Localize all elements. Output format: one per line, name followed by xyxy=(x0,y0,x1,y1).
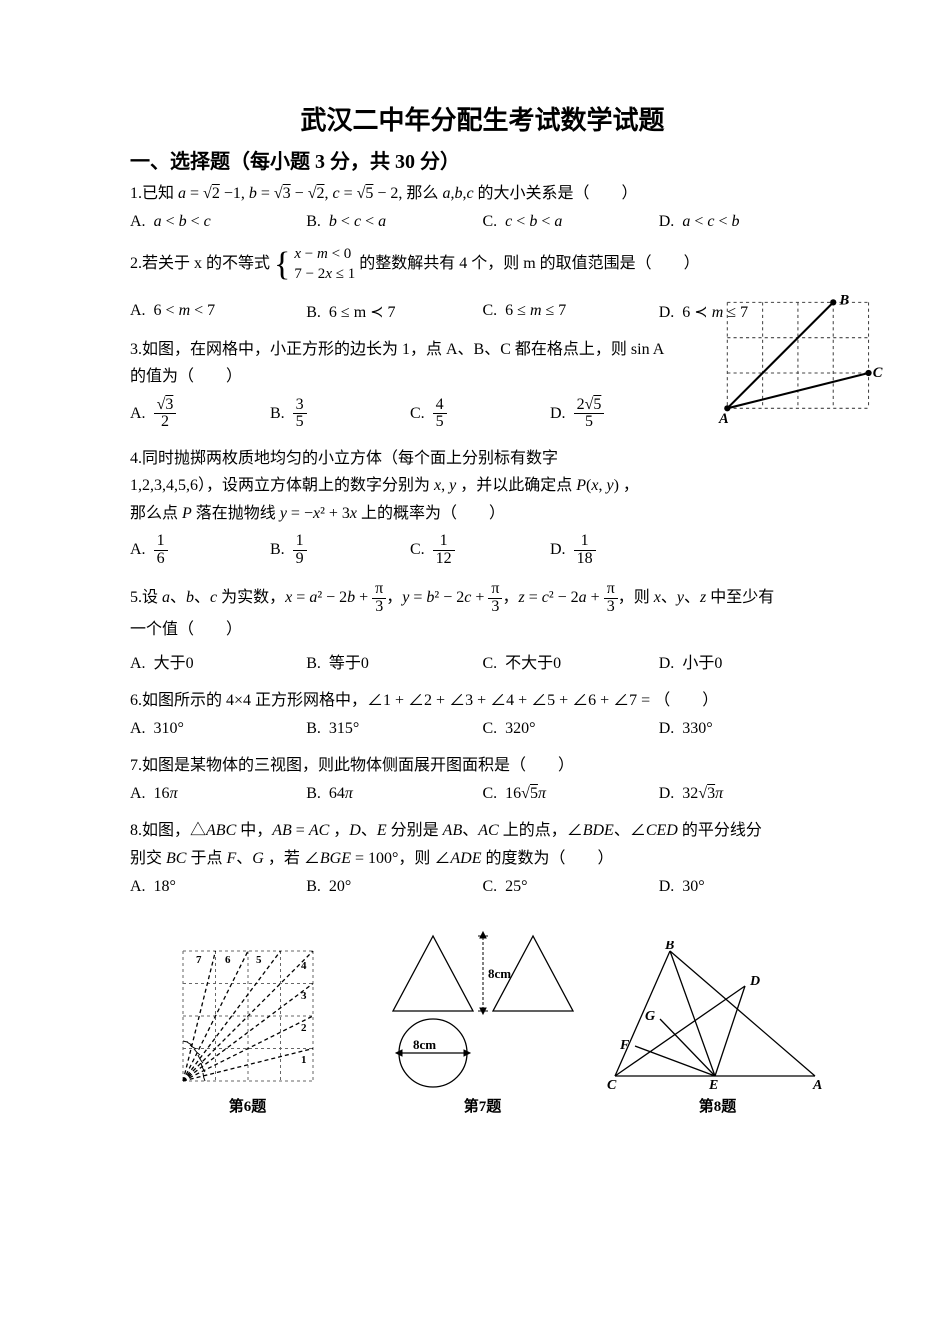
svg-text:6: 6 xyxy=(225,954,231,966)
svg-text:A: A xyxy=(812,1078,822,1091)
q7-opt-b: B. 64π xyxy=(306,785,482,803)
fig8-label: 第8题 xyxy=(600,1095,835,1116)
svg-text:7: 7 xyxy=(196,954,202,966)
fig6-label: 第6题 xyxy=(130,1095,365,1116)
q1-opt-b: B. b < c < a xyxy=(306,213,482,231)
q5-options: A. 大于0 B. 等于0 C. 不大于0 D. 小于0 xyxy=(130,649,835,673)
q3-line2: 的值为（ ） xyxy=(130,368,242,385)
q8-line1: 8.如图，△ABC 中，AB = AC ，D、E 分别是 AB、AC 上的点，∠… xyxy=(130,822,762,839)
q8-options: A. 18° B. 20° C. 25° D. 30° xyxy=(130,878,835,896)
q1-opt-c: C. c < b < a xyxy=(483,213,659,231)
q4-line3: 那么点 P 落在抛物线 y = −x² + 3x 上的概率为（ ） xyxy=(130,505,505,522)
svg-text:F: F xyxy=(619,1038,630,1053)
svg-text:2: 2 xyxy=(301,1022,307,1034)
q8-opt-b: B. 20° xyxy=(306,878,482,896)
q3-opt-a: A. 32 xyxy=(130,397,270,432)
q3-opt-b: B. 35 xyxy=(270,397,410,432)
q1-options: A. a < b < c B. b < c < a C. c < b < a D… xyxy=(130,213,835,231)
q7-opt-d: D. 323π xyxy=(659,785,835,803)
q6-opt-b: B. 315° xyxy=(306,720,482,738)
question-8: 8.如图，△ABC 中，AB = AC ，D、E 分别是 AB、AC 上的点，∠… xyxy=(130,817,835,871)
svg-text:E: E xyxy=(708,1078,718,1091)
q3-line1: 3.如图，在网格中，小正方形的边长为 1，点 A、B、C 都在格点上，则 sin… xyxy=(130,341,664,358)
fig6-svg: 7 6 5 4 3 2 1 xyxy=(173,941,323,1091)
q6-opt-c: C. 320° xyxy=(483,720,659,738)
section-heading: 一、选择题（每小题 3 分，共 30 分） xyxy=(130,145,835,174)
q2-sys-top: x − m < 0 xyxy=(294,246,351,262)
q4-opt-c: C. 112 xyxy=(410,533,550,568)
q7-opt-c: C. 165π xyxy=(483,785,659,803)
figure-6: 7 6 5 4 3 2 1 第6题 xyxy=(130,941,365,1116)
q5-opt-a: A. 大于0 xyxy=(130,649,306,673)
svg-text:1: 1 xyxy=(301,1054,307,1066)
q3-opt-d: D. 255 xyxy=(550,397,690,432)
q4-options: A. 16 B. 19 C. 112 D. 118 xyxy=(130,533,690,568)
q3-grid-figure: A B C xyxy=(715,292,885,427)
q2-opt-c: C. 6 ≤ m ≤ 7 xyxy=(483,302,659,322)
svg-text:A: A xyxy=(718,411,729,427)
q6-opt-a: A. 310° xyxy=(130,720,306,738)
q5-opt-c: C. 不大于0 xyxy=(483,649,659,673)
fig7-svg: 8cm 8cm xyxy=(383,926,583,1091)
q6-opt-d: D. 330° xyxy=(659,720,835,738)
fig7-dim-w: 8cm xyxy=(413,1037,436,1052)
question-3: 3.如图，在网格中，小正方形的边长为 1，点 A、B、C 都在格点上，则 sin… xyxy=(130,336,670,390)
q3-options: A. 32 B. 35 C. 45 D. 255 xyxy=(130,397,690,432)
q2-suffix: 的整数解共有 4 个，则 m 的取值范围是（ ） xyxy=(359,255,699,272)
q4-opt-a: A. 16 xyxy=(130,533,270,568)
q1-prefix: 1.已知 xyxy=(130,185,178,202)
q8-line2: 别交 BC 于点 F、G ，若 ∠BGE = 100°，则 ∠ADE 的度数为（… xyxy=(130,850,614,867)
svg-text:C: C xyxy=(873,365,883,381)
figure-8: B D G F C E A 第8题 xyxy=(600,941,835,1116)
svg-text:4: 4 xyxy=(301,960,307,972)
q2-opt-a: A. 6 < m < 7 xyxy=(130,302,306,322)
q2-sys-bot: 7 − 2x ≤ 1 xyxy=(294,266,355,282)
q4-opt-d: D. 118 xyxy=(550,533,690,568)
question-2: 2.若关于 x 的不等式 { x − m < 0 7 − 2x ≤ 1 的整数解… xyxy=(130,245,835,284)
q1-opt-a: A. a < b < c xyxy=(130,213,306,231)
figure-row: 7 6 5 4 3 2 1 第6题 xyxy=(130,926,835,1116)
svg-text:5: 5 xyxy=(256,954,262,966)
q7-opt-a: A. 16π xyxy=(130,785,306,803)
svg-text:B: B xyxy=(838,292,849,308)
figure-7: 8cm 8cm 第7题 xyxy=(365,926,600,1116)
question-7: 7.如图是某物体的三视图，则此物体侧面展开图面积是（ ） xyxy=(130,752,835,779)
q2-opt-b: B. 6 ≤ m ≺ 7 xyxy=(306,302,482,322)
fig7-dim-h: 8cm xyxy=(488,966,511,981)
svg-text:C: C xyxy=(607,1078,617,1091)
svg-text:3: 3 xyxy=(301,990,307,1002)
q5-line2: 一个值（ ） xyxy=(130,621,242,638)
question-1: 1.已知 a = 2 −1, b = 3 − 2, c = 5 − 2, 那么 … xyxy=(130,180,835,207)
q8-opt-d: D. 30° xyxy=(659,878,835,896)
q2-prefix: 2.若关于 x 的不等式 xyxy=(130,255,274,272)
q4-line1: 4.同时抛掷两枚质地均匀的小立方体（每个面上分别标有数字 xyxy=(130,450,558,467)
question-6: 6.如图所示的 4×4 正方形网格中，∠1 + ∠2 + ∠3 + ∠4 + ∠… xyxy=(130,687,835,714)
question-5: 5.设 a、b、c 为实数，x = a² − 2b + π3，y = b² − … xyxy=(130,581,835,643)
q5-opt-d: D. 小于0 xyxy=(659,649,835,673)
page-title: 武汉二中年分配生考试数学试题 xyxy=(130,100,835,137)
svg-text:G: G xyxy=(645,1009,655,1024)
q8-opt-a: A. 18° xyxy=(130,878,306,896)
svg-text:B: B xyxy=(664,941,674,953)
q1-opt-d: D. a < c < b xyxy=(659,213,835,231)
q4-line2: 1,2,3,4,5,6），设两立方体朝上的数字分别为 x, y ，并以此确定点 … xyxy=(130,477,639,494)
q6-options: A. 310° B. 315° C. 320° D. 330° xyxy=(130,720,835,738)
fig7-label: 第7题 xyxy=(365,1095,600,1116)
fig8-svg: B D G F C E A xyxy=(605,941,830,1091)
q3-opt-c: C. 45 xyxy=(410,397,550,432)
question-4: 4.同时抛掷两枚质地均匀的小立方体（每个面上分别标有数字 1,2,3,4,5,6… xyxy=(130,445,690,527)
q8-opt-c: C. 25° xyxy=(483,878,659,896)
q7-options: A. 16π B. 64π C. 165π D. 323π xyxy=(130,785,835,803)
svg-text:D: D xyxy=(749,974,760,989)
exam-page: 武汉二中年分配生考试数学试题 一、选择题（每小题 3 分，共 30 分） 1.已… xyxy=(0,0,945,1176)
q5-opt-b: B. 等于0 xyxy=(306,649,482,673)
q4-opt-b: B. 19 xyxy=(270,533,410,568)
